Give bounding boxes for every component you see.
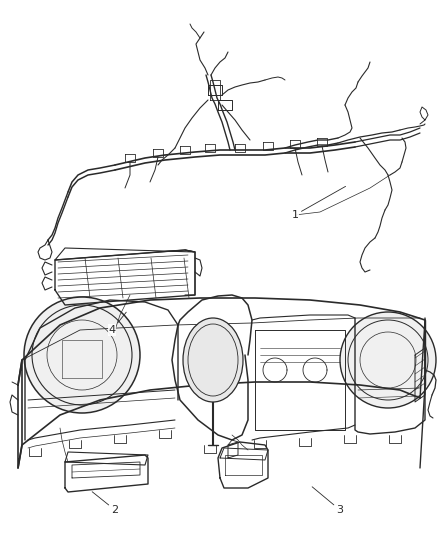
Text: 1: 1 <box>292 187 346 220</box>
Ellipse shape <box>183 318 243 402</box>
Text: 4: 4 <box>109 312 126 335</box>
Ellipse shape <box>24 297 140 413</box>
Text: 2: 2 <box>92 492 119 515</box>
Text: 3: 3 <box>312 487 343 515</box>
Ellipse shape <box>340 312 436 408</box>
